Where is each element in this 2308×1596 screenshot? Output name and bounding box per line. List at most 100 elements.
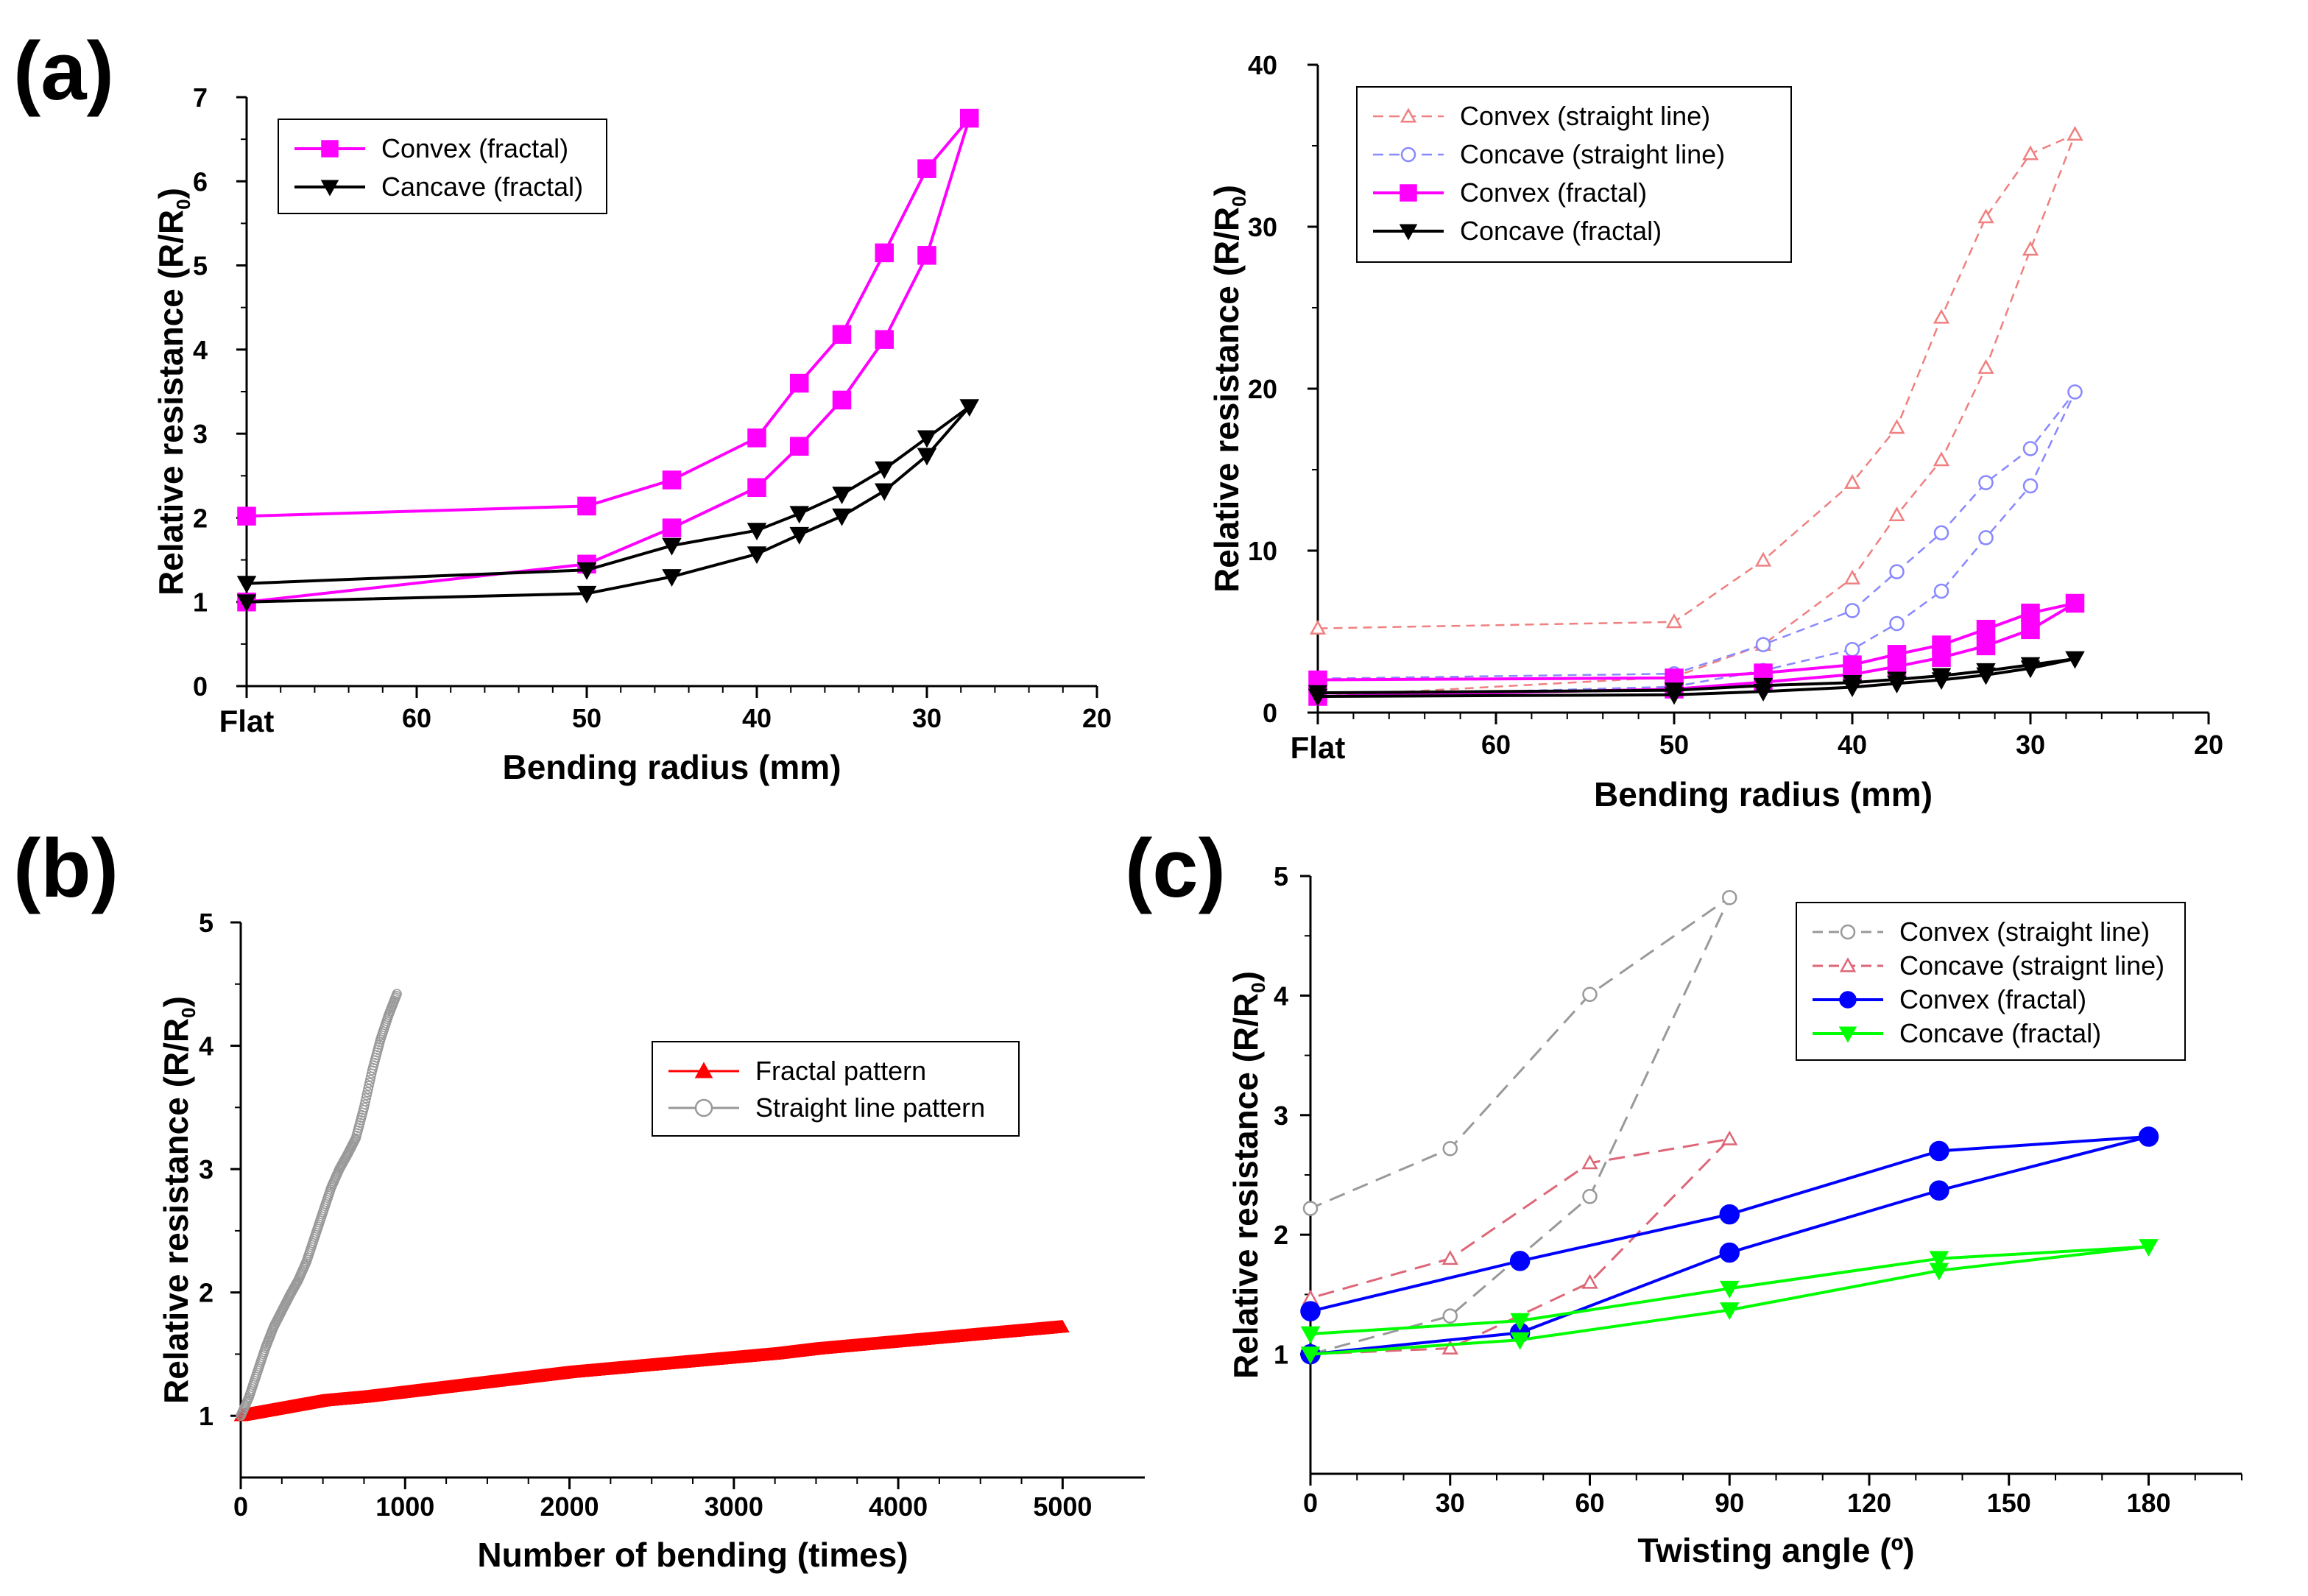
panel-label-c: (c) xyxy=(1125,822,1226,914)
series-line xyxy=(1317,391,2076,698)
legend-label: Concave (straight line) xyxy=(1460,139,1725,169)
data-point xyxy=(790,437,809,456)
data-point xyxy=(1842,674,1863,693)
legend-label: Convex (straight line) xyxy=(1460,101,1710,131)
legend-marker xyxy=(1399,224,1418,241)
data-point xyxy=(2022,478,2039,494)
y-tick-label: 0 xyxy=(193,671,208,702)
data-point xyxy=(917,159,936,178)
data-point xyxy=(1719,1204,1740,1225)
data-point xyxy=(2021,620,2040,640)
data-point xyxy=(2138,1126,2159,1147)
legend-label: Cancave (fractal) xyxy=(381,172,583,202)
y-tick-label: 1 xyxy=(199,1401,213,1431)
data-point xyxy=(1888,506,1905,522)
data-point xyxy=(1302,1201,1319,1216)
data-point xyxy=(1721,1130,1738,1145)
legend-label: Convex (straight line) xyxy=(1899,917,2150,947)
y-axis-title-main: Relative resistance (R/R xyxy=(1227,993,1265,1379)
data-point xyxy=(1932,635,1951,654)
series-3 xyxy=(1307,651,2085,707)
data-point xyxy=(917,246,936,265)
data-point xyxy=(1309,620,1327,635)
series-1 xyxy=(1310,384,2083,705)
y-axis-title-end: ) xyxy=(157,996,195,1007)
data-point xyxy=(1933,308,1950,324)
data-point xyxy=(236,576,257,594)
y-axis-title-end: ) xyxy=(1207,185,1246,196)
y-axis-title-main: Relative resistance (R/R xyxy=(152,210,190,596)
legend: Fractal pattern Straight line pattern xyxy=(652,1041,1020,1137)
data-point xyxy=(1510,1313,1530,1331)
y-tick-label: 3 xyxy=(199,1154,213,1184)
data-point xyxy=(1843,474,1861,490)
x-axis-title: Number of bending (times) xyxy=(477,1536,908,1574)
data-point xyxy=(662,518,682,537)
data-point xyxy=(1755,637,1771,652)
x-tick-label: 1000 xyxy=(375,1491,434,1522)
legend-marker xyxy=(1839,991,1857,1009)
y-tick-label: 30 xyxy=(1248,212,1277,242)
data-point xyxy=(2020,657,2041,675)
data-point xyxy=(1719,1242,1740,1263)
x-tick-label: 0 xyxy=(233,1491,248,1522)
x-tick-label: 50 xyxy=(572,703,601,733)
x-tick-label: 5000 xyxy=(1033,1491,1092,1522)
data-point xyxy=(1300,1326,1321,1344)
data-point xyxy=(1887,645,1907,664)
y-tick-label: 20 xyxy=(1248,374,1277,404)
data-point xyxy=(1929,1180,1949,1201)
x-tick-label: 60 xyxy=(1481,730,1511,760)
data-point xyxy=(1844,641,1860,657)
series-0 xyxy=(1302,889,1737,1362)
y-axis-title-end: ) xyxy=(152,188,190,199)
series-2 xyxy=(1300,1126,2159,1365)
data-point xyxy=(2022,145,2039,160)
data-point xyxy=(2022,241,2039,256)
y-tick-label: 1 xyxy=(1274,1340,1288,1370)
legend-marker xyxy=(1400,107,1417,123)
x-tick-label: 60 xyxy=(402,703,431,733)
y-tick-label: 7 xyxy=(193,82,208,113)
data-point xyxy=(1887,671,1907,690)
data-point xyxy=(2065,593,2085,613)
data-point xyxy=(576,585,597,604)
data-point xyxy=(1844,603,1860,618)
data-point xyxy=(1719,1302,1740,1321)
panel-label-b: (b) xyxy=(13,822,119,914)
legend-marker xyxy=(1838,1026,1857,1043)
data-point xyxy=(917,448,937,466)
x-axis-title: Twisting angle (º) xyxy=(1637,1531,1914,1569)
data-point xyxy=(832,390,852,410)
series-line xyxy=(1310,896,1731,1356)
data-point xyxy=(874,483,894,501)
legend-marker xyxy=(1400,146,1416,163)
data-point xyxy=(874,461,894,479)
panel-label-a: (a) xyxy=(13,25,114,117)
data-point xyxy=(917,430,937,448)
data-point xyxy=(832,487,852,504)
data-point xyxy=(237,506,256,526)
data-point xyxy=(1977,208,1994,224)
data-point xyxy=(1582,1188,1598,1204)
legend-label: Concave (straignt line) xyxy=(1899,950,2164,981)
data-point xyxy=(1056,1320,1070,1332)
data-point xyxy=(790,373,809,393)
y-axis-title: Relative resistance (R/R0) xyxy=(157,996,200,1404)
series-0 xyxy=(233,1320,1070,1422)
data-point xyxy=(1300,1346,1321,1365)
x-tick-label: 180 xyxy=(2126,1488,2170,1518)
legend-marker xyxy=(1400,184,1417,202)
data-point xyxy=(662,537,682,556)
x-axis-title: Bending radius (mm) xyxy=(1594,775,1933,813)
data-point xyxy=(1582,986,1598,1003)
x-axis-title: Bending radius (mm) xyxy=(502,748,841,786)
series-line xyxy=(1317,601,2077,698)
y-axis-title-subscript: 0 xyxy=(177,1007,200,1017)
data-point xyxy=(236,594,257,612)
data-point xyxy=(1843,655,1862,674)
y-tick-label: 4 xyxy=(193,335,208,365)
x-tick-label: 120 xyxy=(1847,1488,1891,1518)
x-tick-label: 0 xyxy=(1303,1488,1318,1518)
